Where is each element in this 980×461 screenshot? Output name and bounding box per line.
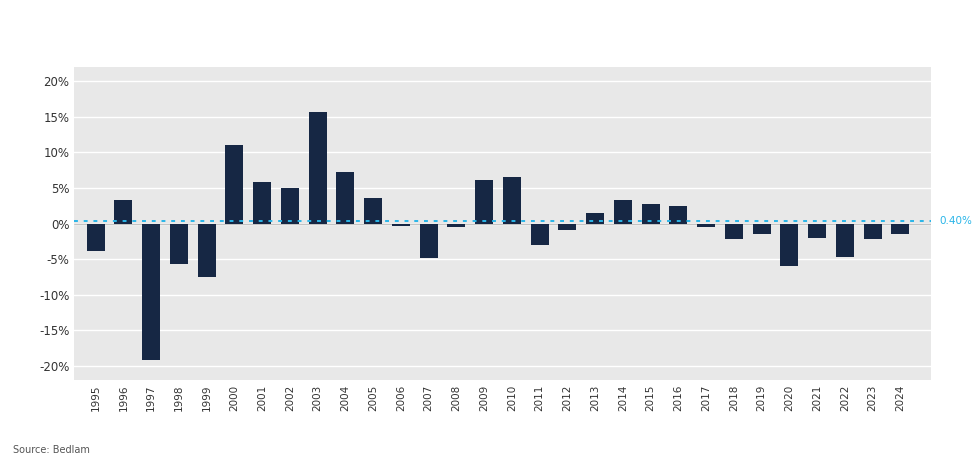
- Bar: [613, 200, 632, 224]
- Bar: [365, 198, 382, 224]
- Bar: [142, 224, 160, 361]
- Bar: [448, 224, 466, 227]
- Bar: [419, 224, 438, 258]
- Bar: [115, 200, 132, 224]
- Text: 0.40%: 0.40%: [940, 216, 972, 226]
- Bar: [559, 224, 576, 230]
- Bar: [753, 224, 770, 234]
- Bar: [225, 145, 243, 224]
- Bar: [892, 224, 909, 234]
- Bar: [253, 182, 271, 224]
- Bar: [780, 224, 799, 266]
- Bar: [808, 224, 826, 238]
- Bar: [281, 188, 299, 224]
- Bar: [392, 224, 410, 226]
- Bar: [725, 224, 743, 239]
- Bar: [170, 224, 188, 264]
- Bar: [863, 224, 882, 238]
- Bar: [503, 177, 521, 224]
- Bar: [586, 213, 605, 224]
- Bar: [642, 204, 660, 224]
- Bar: [669, 206, 688, 224]
- Bar: [836, 224, 854, 257]
- Bar: [697, 224, 715, 227]
- Bar: [309, 112, 326, 224]
- Text: MSCI EAFE Equal Weight Index vs. MSCI EAFE Index: MSCI EAFE Equal Weight Index vs. MSCI EA…: [13, 18, 518, 35]
- Bar: [86, 224, 105, 251]
- Bar: [531, 224, 549, 245]
- Bar: [336, 172, 355, 224]
- Bar: [475, 180, 493, 224]
- Text: Source: Bedlam: Source: Bedlam: [13, 445, 89, 455]
- Bar: [198, 224, 216, 277]
